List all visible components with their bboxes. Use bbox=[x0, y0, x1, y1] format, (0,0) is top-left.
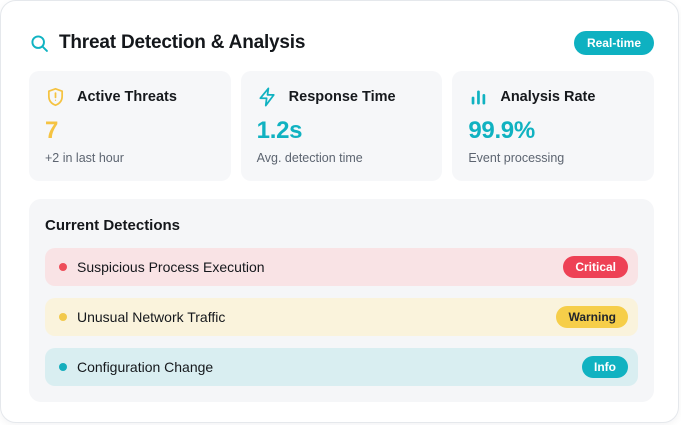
panel-title: Current Detections bbox=[45, 217, 181, 234]
severity-badge: Warning bbox=[556, 306, 628, 328]
stat-subtitle: Avg. detection time bbox=[256, 151, 363, 166]
detection-list: Suspicious Process Execution Critical Un… bbox=[45, 248, 638, 386]
stat-value: 1.2s bbox=[256, 117, 303, 144]
detection-label: Configuration Change bbox=[77, 359, 214, 375]
stat-card-response-time: Response Time 1.2s Avg. detection time bbox=[240, 71, 443, 181]
detection-row-info[interactable]: Configuration Change Info bbox=[45, 348, 638, 386]
stat-value: 99.9% bbox=[468, 117, 535, 144]
search-icon[interactable] bbox=[29, 33, 50, 54]
severity-dot-icon bbox=[59, 313, 67, 321]
bar-chart-icon bbox=[468, 86, 489, 108]
stat-card-analysis-rate: Analysis Rate 99.9% Event processing bbox=[452, 71, 655, 181]
stat-label: Response Time bbox=[288, 89, 396, 105]
header: Threat Detection & Analysis Real-time bbox=[29, 31, 654, 55]
realtime-badge: Real-time bbox=[573, 31, 654, 55]
stat-label: Analysis Rate bbox=[500, 89, 596, 105]
severity-badge: Info bbox=[582, 356, 628, 378]
detection-label: Suspicious Process Execution bbox=[77, 259, 265, 275]
page-title: Threat Detection & Analysis bbox=[59, 32, 306, 53]
severity-dot-icon bbox=[59, 363, 67, 371]
shield-alert-icon bbox=[45, 86, 66, 108]
stat-label: Active Threats bbox=[77, 89, 177, 105]
lightning-icon bbox=[257, 86, 278, 108]
stat-value: 7 bbox=[45, 117, 59, 144]
severity-badge: Critical bbox=[563, 256, 628, 278]
stat-subtitle: +2 in last hour bbox=[45, 151, 124, 166]
stat-subtitle: Event processing bbox=[468, 151, 565, 166]
stats-row: Active Threats 7 +2 in last hour Respons… bbox=[29, 71, 655, 181]
detection-row-critical[interactable]: Suspicious Process Execution Critical bbox=[45, 248, 638, 286]
stat-card-active-threats: Active Threats 7 +2 in last hour bbox=[29, 71, 231, 181]
detection-label: Unusual Network Traffic bbox=[77, 309, 226, 325]
severity-dot-icon bbox=[59, 263, 67, 271]
current-detections-panel: Current Detections Suspicious Process Ex… bbox=[29, 199, 654, 402]
detection-row-warning[interactable]: Unusual Network Traffic Warning bbox=[45, 298, 638, 336]
